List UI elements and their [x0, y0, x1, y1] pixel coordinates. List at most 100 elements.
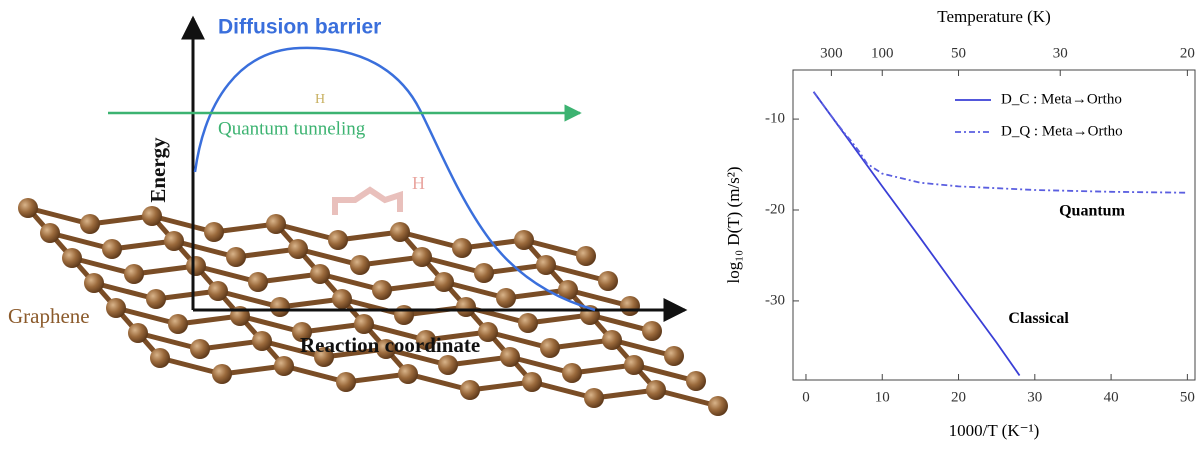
- carbon-atom: [62, 248, 82, 268]
- bond: [545, 262, 609, 284]
- bond: [567, 287, 631, 309]
- carbon-atom: [478, 322, 498, 342]
- bond: [301, 321, 365, 335]
- bond: [89, 213, 153, 227]
- carbon-atom: [252, 331, 272, 351]
- carbon-atom: [124, 264, 144, 284]
- carbon-atom: [438, 355, 458, 375]
- carbon-atom: [518, 313, 538, 333]
- carbon-atom: [102, 239, 122, 259]
- carbon-atom: [412, 247, 432, 267]
- carbon-atom: [310, 264, 330, 284]
- carbon-atom: [106, 298, 126, 318]
- bond: [447, 354, 511, 368]
- bond: [483, 262, 547, 276]
- x-tick-label: 0: [802, 389, 810, 405]
- y-axis-label: log₁₀ D(T) (m/s²): [724, 166, 743, 283]
- bond: [505, 287, 569, 301]
- carbon-atom: [562, 363, 582, 383]
- carbon-atom: [248, 272, 268, 292]
- bond: [297, 246, 361, 268]
- bond: [49, 230, 113, 252]
- bond: [323, 346, 387, 360]
- legend-label: D_C : Meta→Ortho: [1001, 91, 1122, 107]
- x2-tick-label: 300: [820, 45, 843, 61]
- x2-tick-label: 100: [871, 45, 894, 61]
- carbon-atom: [354, 314, 374, 334]
- bond: [159, 355, 223, 377]
- bond: [381, 279, 445, 293]
- series-line: [812, 91, 1188, 194]
- bond: [523, 237, 587, 259]
- carbon-atom: [642, 321, 662, 341]
- bond: [195, 263, 259, 285]
- carbon-atom: [576, 246, 596, 266]
- bond: [173, 238, 237, 260]
- carbon-atom: [84, 273, 104, 293]
- carbon-atom: [624, 355, 644, 375]
- atom-label: H: [412, 173, 425, 193]
- carbon-atom: [40, 223, 60, 243]
- carbon-atom: [434, 272, 454, 292]
- y-tick-label: -20: [765, 201, 785, 217]
- annotation: Quantum: [1059, 202, 1125, 219]
- carbon-atom: [328, 230, 348, 250]
- carbon-atom: [536, 255, 556, 275]
- bond: [155, 288, 219, 302]
- bond: [93, 280, 157, 302]
- carbon-atom: [18, 198, 38, 218]
- carbon-atom: [164, 231, 184, 251]
- y-tick-label: -10: [765, 111, 785, 127]
- bond: [345, 371, 409, 385]
- bond: [137, 330, 201, 352]
- plot-frame: [792, 69, 1196, 381]
- bond: [633, 362, 697, 384]
- bond: [425, 329, 489, 343]
- carbon-atom: [398, 364, 418, 384]
- carbon-atom: [540, 338, 560, 358]
- bond: [27, 205, 91, 227]
- carbon-atom: [646, 380, 666, 400]
- barrier-label: Diffusion barrier: [218, 16, 381, 39]
- bond: [487, 329, 551, 351]
- x-tick-label: 50: [1180, 389, 1195, 405]
- atom-label: H: [315, 92, 325, 107]
- bond: [221, 363, 285, 377]
- bond: [341, 296, 405, 318]
- bond: [399, 229, 463, 251]
- bond: [385, 346, 449, 368]
- x2-tick-label: 50: [951, 45, 966, 61]
- x-tick-label: 30: [1027, 389, 1042, 405]
- carbon-atom: [500, 347, 520, 367]
- bond: [509, 354, 573, 376]
- carbon-atom: [266, 214, 286, 234]
- x-axis-label: 1000/T (K⁻¹): [949, 421, 1040, 440]
- tunneling-label: Quantum tunneling: [218, 118, 366, 139]
- carbon-atom: [598, 271, 618, 291]
- carbon-atom: [168, 314, 188, 334]
- bond: [359, 254, 423, 268]
- bond: [611, 337, 675, 359]
- x2-tick-label: 20: [1180, 45, 1195, 61]
- carbon-atom: [584, 388, 604, 408]
- carbon-atom: [292, 322, 312, 342]
- carbon-atom: [452, 238, 472, 258]
- carbon-atom: [204, 222, 224, 242]
- bond: [257, 271, 321, 285]
- bond: [275, 221, 339, 243]
- carbon-atom: [128, 323, 148, 343]
- bond: [407, 371, 471, 393]
- x2-tick-label: 30: [1053, 45, 1068, 61]
- carbon-atom: [146, 289, 166, 309]
- bond: [111, 238, 175, 252]
- carbon-atom: [190, 339, 210, 359]
- carbon-atom: [686, 371, 706, 391]
- bond: [363, 321, 427, 343]
- carbon-atom: [142, 206, 162, 226]
- carbon-atom: [514, 230, 534, 250]
- bond: [283, 363, 347, 385]
- carbon-atom: [664, 346, 684, 366]
- carbon-atom: [350, 255, 370, 275]
- x-tick-label: 10: [875, 389, 890, 405]
